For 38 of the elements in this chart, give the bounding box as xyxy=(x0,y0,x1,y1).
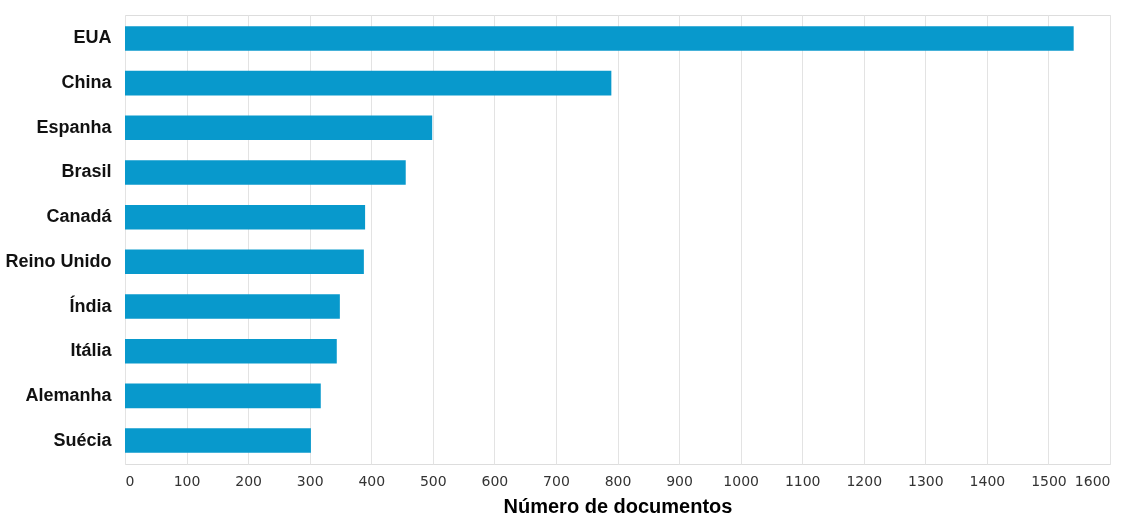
x-tick-label: 1400 xyxy=(969,472,1006,489)
bar xyxy=(125,338,337,364)
bar xyxy=(125,26,1074,51)
y-tick-label: China xyxy=(61,72,113,93)
x-tick-label: 600 xyxy=(481,472,509,489)
x-tick-label: 100 xyxy=(173,472,201,489)
y-tick-label: Itália xyxy=(70,340,113,361)
x-tick-label: 1300 xyxy=(907,472,944,489)
y-tick-label: Índia xyxy=(69,294,113,316)
x-tick-label: 200 xyxy=(235,472,262,489)
bar xyxy=(125,204,366,230)
x-tick-label: 1600 xyxy=(1074,472,1111,489)
y-tick-label: EUA xyxy=(73,27,112,48)
y-tick-label: Espanha xyxy=(36,116,113,137)
x-tick-label: 800 xyxy=(604,472,632,489)
x-axis-title: Número de documentos xyxy=(503,494,733,517)
y-tick-label: Reino Unido xyxy=(5,250,112,271)
y-tick-label: Suécia xyxy=(53,429,113,450)
bar xyxy=(125,383,321,409)
x-tick-label: 400 xyxy=(358,472,386,489)
x-tick-label: 500 xyxy=(419,472,447,489)
x-tick-label: 1000 xyxy=(723,472,759,489)
bar xyxy=(125,115,433,141)
bar xyxy=(125,428,311,453)
y-tick-label: Canadá xyxy=(46,206,113,227)
x-tick-label: 300 xyxy=(296,472,324,489)
y-tick-label: Alemanha xyxy=(25,384,113,405)
bar xyxy=(125,294,340,319)
bar xyxy=(125,70,612,96)
x-tick-label: 1500 xyxy=(1031,472,1067,489)
x-tick-label: 1200 xyxy=(846,472,883,489)
x-tick-label: 900 xyxy=(666,472,693,489)
bar xyxy=(125,160,406,185)
bar xyxy=(125,249,364,275)
x-tick-label: 0 xyxy=(125,472,135,489)
y-tick-label: Brasil xyxy=(61,161,112,182)
x-tick-label: 700 xyxy=(543,472,570,489)
x-tick-label: 1100 xyxy=(784,472,821,489)
